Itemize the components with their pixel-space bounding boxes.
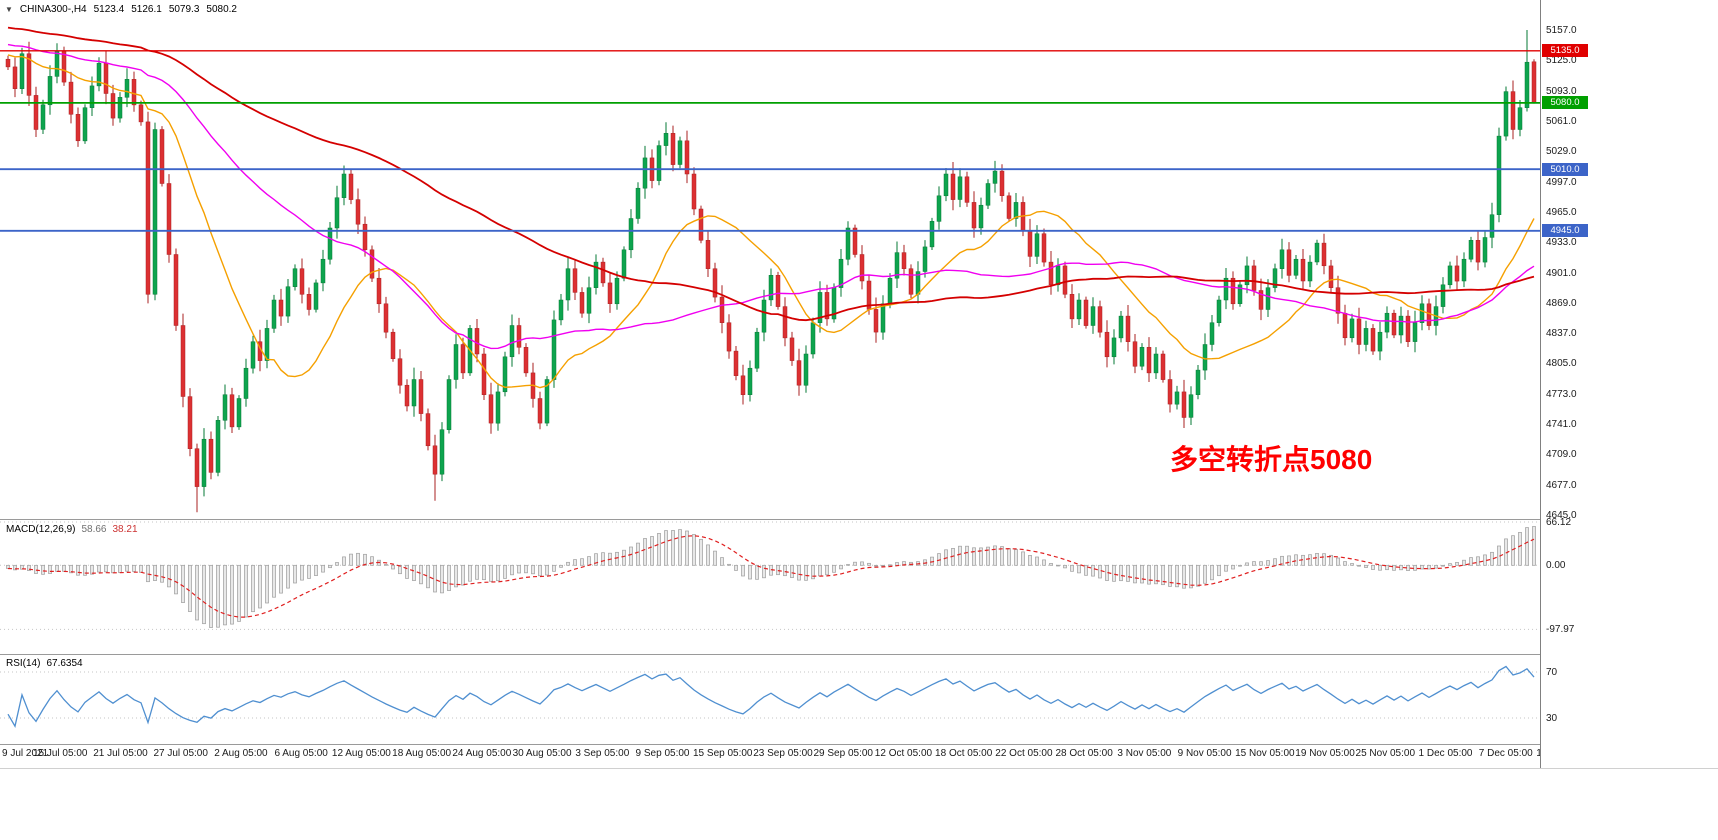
price-axis-label: 4869.0 (1546, 297, 1577, 309)
price-axis-label: 4933.0 (1546, 237, 1577, 249)
time-axis-label: 19 Nov 05:00 (1295, 748, 1355, 759)
price-axis-label: 4677.0 (1546, 479, 1577, 491)
ohlc-low: 5079.3 (168, 4, 200, 15)
time-axis-label: 30 Aug 05:00 (512, 748, 572, 759)
time-axis-label: 3 Nov 05:00 (1117, 748, 1172, 759)
symbol-info-bar: ▼ CHINA300-,H4 5123.4 5126.1 5079.3 5080… (5, 4, 237, 15)
rsi-pane[interactable]: RSI(14) 67.6354 (0, 655, 1718, 744)
time-axis-label: 29 Sep 05:00 (813, 748, 873, 759)
price-axis-label: 5093.0 (1546, 85, 1577, 97)
time-axis-label: 12 Aug 05:00 (331, 748, 391, 759)
price-axis-label: 4901.0 (1546, 267, 1577, 279)
price-axis-label: 4997.0 (1546, 176, 1577, 188)
price-line-badge: 5135.0 (1542, 44, 1588, 58)
one-click-trading-toggle-icon[interactable]: ▼ (5, 5, 13, 14)
time-axis-label: 25 Nov 05:00 (1355, 748, 1416, 759)
price-axis-label: 4805.0 (1546, 358, 1577, 370)
price-axis-label: 4837.0 (1546, 328, 1577, 340)
price-axis-label: 5061.0 (1546, 115, 1577, 127)
rsi-value: 67.6354 (46, 658, 83, 669)
pane-separator-price-macd[interactable] (0, 519, 1718, 520)
time-axis[interactable]: 9 Jul 2021 15 Jul 05:00 21 Jul 05:00 27 Jul… (0, 745, 1718, 768)
price-axis-label: 4773.0 (1546, 388, 1577, 400)
price-line-badge: 5010.0 (1542, 162, 1588, 176)
macd-main-value: 58.66 (81, 524, 107, 535)
macd-pane[interactable]: MACD(12,26,9) 58.66 38.21 (0, 520, 1718, 654)
rsi-axis-label: 70 (1546, 667, 1558, 678)
rsi-canvas[interactable] (0, 655, 1540, 744)
macd-axis-label: 0.00 (1546, 560, 1566, 572)
time-axis-label: 22 Oct 05:00 (995, 748, 1053, 759)
price-axis-label: 5125.0 (1546, 55, 1577, 67)
time-axis-label: 15 Nov 05:00 (1235, 748, 1295, 759)
bottom-border (0, 768, 1718, 769)
price-axis-label: 5029.0 (1546, 146, 1577, 158)
rsi-axis-label: 30 (1546, 713, 1558, 724)
price-axis-label: 4709.0 (1546, 449, 1577, 461)
macd-axis-label: -97.97 (1546, 624, 1575, 636)
macd-label: MACD(12,26,9) 58.66 38.21 (6, 524, 138, 535)
time-axis-label: 2 Aug 05:00 (214, 748, 268, 759)
price-line-badge: 4945.0 (1542, 224, 1588, 238)
price-axis-label: 4645.0 (1546, 510, 1577, 521)
time-axis-label: 12 Oct 05:00 (874, 748, 933, 759)
price-line-badge: 5080.0 (1542, 96, 1588, 110)
time-axis-label: 6 Aug 05:00 (274, 748, 328, 759)
time-axis-label: 15 Jul 05:00 (32, 748, 88, 759)
price-axis[interactable]: 5157.0 5125.0 5093.0 5061.0 5029.0 4997.0 4965… (1540, 0, 1718, 768)
time-axis-label: 7 Dec 05:00 (1478, 748, 1533, 759)
ohlc-high: 5126.1 (131, 4, 162, 15)
pane-separator-rsi-time (0, 744, 1718, 745)
rsi-label: RSI(14) 67.6354 (6, 658, 83, 669)
price-chart-canvas[interactable] (0, 0, 1540, 519)
time-axis-label: 9 Jul 2021 (2, 748, 49, 759)
macd-name: MACD(12,26,9) (6, 524, 76, 535)
macd-axis-label: 66.12 (1546, 517, 1572, 529)
time-axis-label: 1 Dec 05:00 (1418, 748, 1473, 759)
time-axis-label: 18 Oct 05:00 (935, 748, 993, 759)
macd-signal-value: 38.21 (112, 524, 138, 535)
price-axis-label: 5157.0 (1546, 25, 1577, 36)
time-axis-label: 18 Aug 05:00 (392, 748, 452, 759)
ohlc-close: 5080.2 (206, 4, 237, 15)
pane-separator-macd-rsi[interactable] (0, 654, 1718, 655)
time-axis-label: 9 Nov 05:00 (1177, 748, 1232, 759)
rsi-name: RSI(14) (6, 658, 41, 669)
time-axis-label: 23 Sep 05:00 (753, 748, 813, 759)
time-axis-label: 27 Jul 05:00 (153, 748, 208, 759)
macd-canvas[interactable] (0, 520, 1540, 654)
price-axis-label: 4741.0 (1546, 419, 1577, 431)
time-axis-label: 15 Sep 05:00 (693, 748, 753, 759)
time-axis-label: 24 Aug 05:00 (452, 748, 512, 759)
time-axis-label: 28 Oct 05:00 (1055, 748, 1113, 759)
symbol-name: CHINA300-,H4 (19, 4, 87, 15)
ohlc-open: 5123.4 (93, 4, 125, 15)
time-axis-label: 21 Jul 05:00 (93, 748, 148, 759)
price-axis-label: 4965.0 (1546, 206, 1577, 218)
chart-annotation: 多空转折点5080 (1170, 444, 1373, 475)
price-pane[interactable]: ▼ CHINA300-,H4 5123.4 5126.1 5079.3 5080… (0, 0, 1718, 519)
time-axis-label: 3 Sep 05:00 (575, 748, 630, 759)
time-axis-label: 9 Sep 05:00 (635, 748, 690, 759)
